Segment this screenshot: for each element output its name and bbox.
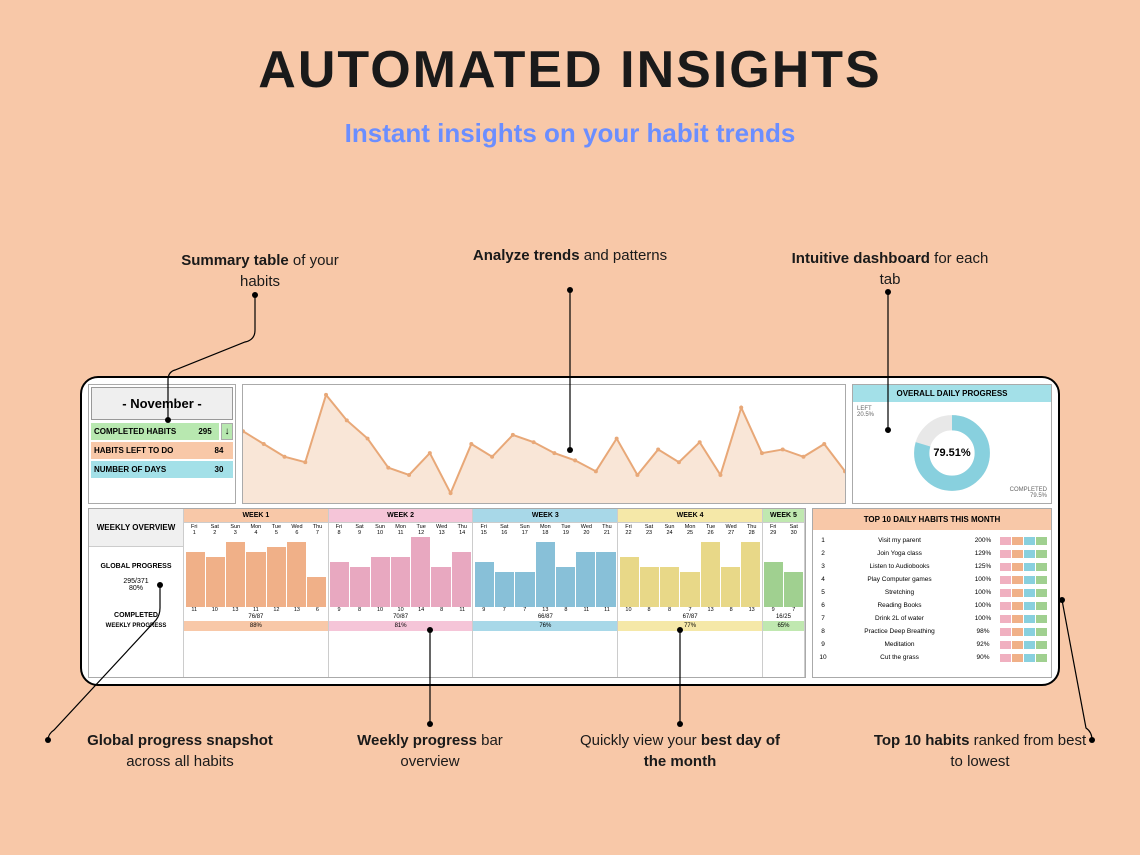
page-title: AUTOMATED INSIGHTS	[0, 0, 1140, 100]
week-block: WEEK 4Fri22Sat23Sun24Mon25Tue26Wed27Thu2…	[618, 509, 763, 677]
global-progress-value: 295/37180%	[89, 570, 183, 600]
week-block: WEEK 1Fri1Sat2Sun3Mon4Tue5Wed6Thu7111013…	[184, 509, 329, 677]
top10-row: 6Reading Books100%	[817, 599, 1047, 612]
summary-row: NUMBER OF DAYS30	[91, 461, 233, 478]
week-block: WEEK 3Fri15Sat16Sun17Mon18Tue19Wed20Thu2…	[473, 509, 618, 677]
completed-label: COMPLETED	[89, 600, 183, 619]
top10-row: 2Join Yoga class129%	[817, 547, 1047, 560]
donut-left-label: LEFT20.5%	[857, 406, 874, 418]
annot-summary: Summary table of your habits	[160, 250, 360, 292]
page-subtitle: Instant insights on your habit trends	[0, 118, 1140, 149]
donut-completed-label: COMPLETED79.5%	[1010, 487, 1047, 499]
donut-center: 79.51%	[933, 447, 970, 459]
annot-bestday: Quickly view your best day of the month	[570, 730, 790, 772]
top10-row: 3Listen to Audiobooks125%	[817, 560, 1047, 573]
top10-row: 7Drink 2L of water100%	[817, 612, 1047, 625]
summary-row: HABITS LEFT TO DO84	[91, 442, 233, 459]
weekly-title: WEEKLY OVERVIEW	[89, 509, 183, 547]
annot-dashboard: Intuitive dashboard for each tab	[780, 248, 1000, 290]
annot-global: Global progress snapshot across all habi…	[70, 730, 290, 772]
top10-title: TOP 10 DAILY HABITS THIS MONTH	[813, 509, 1051, 530]
annot-trends: Analyze trends and patterns	[470, 245, 670, 266]
donut-panel: OVERALL DAILY PROGRESS LEFT20.5% 79.51% …	[852, 384, 1052, 504]
week-block: WEEK 5Fri29Sat309716/2565%	[763, 509, 805, 677]
top10-row: 4Play Computer games100%	[817, 573, 1047, 586]
weekly-overview: WEEKLY OVERVIEW GLOBAL PROGRESS 295/3718…	[88, 508, 806, 678]
top10-row: 8Practice Deep Breathing98%	[817, 625, 1047, 638]
top10-panel: TOP 10 DAILY HABITS THIS MONTH 1Visit my…	[812, 508, 1052, 678]
down-arrow-icon: ↓	[221, 423, 233, 440]
global-progress-label: GLOBAL PROGRESS	[89, 547, 183, 570]
trend-chart	[242, 384, 846, 504]
month-label: - November -	[91, 387, 233, 420]
dashboard-frame: - November - COMPLETED HABITS295↓ HABITS …	[80, 376, 1060, 686]
annot-weekly: Weekly progress bar overview	[330, 730, 530, 772]
top10-row: 1Visit my parent200%	[817, 534, 1047, 547]
summary-panel: - November - COMPLETED HABITS295↓ HABITS …	[88, 384, 236, 504]
week-block: WEEK 2Fri8Sat9Sun10Mon11Tue12Wed13Thu149…	[329, 509, 474, 677]
weekly-progress-label: WEEKLY PROGRESS	[89, 619, 183, 633]
top10-row: 9Meditation92%	[817, 638, 1047, 651]
annot-top10: Top 10 habits ranked from best to lowest	[870, 730, 1090, 772]
top10-row: 10Cut the grass90%	[817, 651, 1047, 664]
summary-row: COMPLETED HABITS295	[91, 423, 219, 440]
top10-row: 5Stretching100%	[817, 586, 1047, 599]
donut-title: OVERALL DAILY PROGRESS	[853, 385, 1051, 402]
